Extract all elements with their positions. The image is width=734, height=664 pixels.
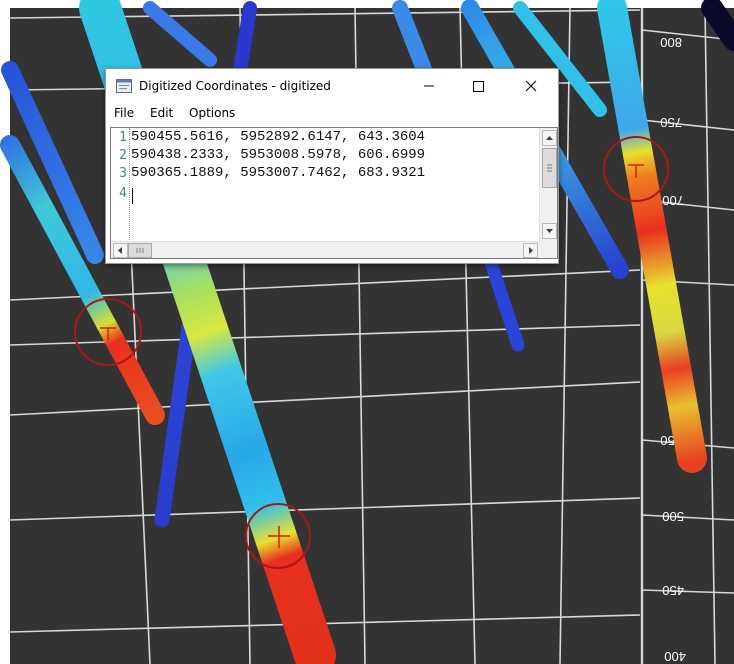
coordinate-line[interactable]: 590365.1889, 5953007.7462, 683.9321 xyxy=(131,165,426,181)
coordinates-text-editor[interactable]: 1 2 3 4 590455.5616, 5952892.6147, 643.3… xyxy=(110,127,558,259)
digitized-point-marker[interactable] xyxy=(74,298,142,366)
scroll-up-arrow-icon[interactable] xyxy=(542,130,557,146)
drillhole-cyan-right-2 xyxy=(513,1,607,117)
scroll-right-arrow-icon[interactable] xyxy=(523,243,538,258)
line-number: 4 xyxy=(119,186,127,201)
menu-edit[interactable]: Edit xyxy=(150,106,174,120)
line-number-gutter: 1 2 3 4 xyxy=(111,128,130,242)
image-border-left xyxy=(0,0,10,664)
line-number: 2 xyxy=(119,148,127,163)
coordinate-line[interactable]: 590438.2333, 5953008.5978, 606.6999 xyxy=(131,147,426,163)
axis-label: 450 xyxy=(662,583,684,598)
drillhole-blue-back-2 xyxy=(143,1,217,67)
horizontal-scrollbar[interactable] xyxy=(111,241,540,258)
crosshair-icon xyxy=(100,164,644,548)
menu-bar: File Edit Options xyxy=(106,105,558,123)
axis-label: 750 xyxy=(660,115,682,130)
image-border-top xyxy=(0,0,734,8)
menu-options[interactable]: Options xyxy=(189,106,236,120)
digitized-point-marker[interactable] xyxy=(245,503,311,569)
digitized-markers xyxy=(74,136,669,569)
window-title: Digitized Coordinates - digitized xyxy=(139,79,331,93)
axis-label: 500 xyxy=(662,509,684,524)
line-number: 3 xyxy=(119,166,127,181)
vertical-scroll-thumb[interactable] xyxy=(542,148,557,188)
axis-label: 700 xyxy=(662,193,684,208)
drillhole-dark-topright xyxy=(701,0,734,51)
drillhole-right-main xyxy=(597,0,707,473)
text-caret xyxy=(132,188,133,204)
close-icon[interactable] xyxy=(511,75,551,97)
digitized-point-marker[interactable] xyxy=(603,136,669,202)
scroll-down-arrow-icon[interactable] xyxy=(542,223,557,239)
axis-label: 400 xyxy=(664,649,686,664)
menu-file[interactable]: File xyxy=(114,106,135,120)
axis-label: 800 xyxy=(660,35,682,50)
drillhole-blue-mid xyxy=(154,312,198,528)
title-bar[interactable]: Digitized Coordinates - digitized xyxy=(106,69,558,103)
drillhole-left-lower xyxy=(0,135,165,425)
maximize-icon[interactable] xyxy=(458,75,498,97)
coordinate-line[interactable]: 590455.5616, 5952892.6147, 643.3604 xyxy=(131,129,426,145)
line-number: 1 xyxy=(119,130,127,145)
drillhole-left-upper xyxy=(1,61,104,264)
horizontal-scroll-thumb[interactable] xyxy=(128,243,152,258)
vertical-scrollbar[interactable] xyxy=(539,128,557,242)
digitized-coordinates-window[interactable]: Digitized Coordinates - digitized File E… xyxy=(105,68,559,264)
drillhole-blue-right xyxy=(483,253,525,352)
scrollbar-corner xyxy=(540,242,557,258)
minimize-icon[interactable] xyxy=(409,75,449,97)
scroll-left-arrow-icon[interactable] xyxy=(113,243,128,258)
notepad-window-icon xyxy=(116,79,132,93)
